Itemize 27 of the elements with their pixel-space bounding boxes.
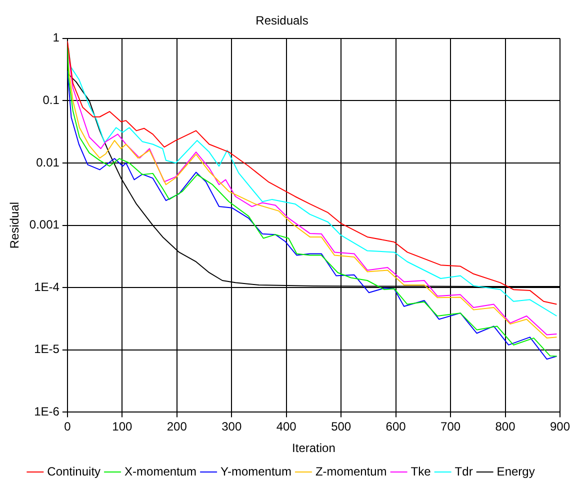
legend-label: Continuity <box>47 464 101 478</box>
y-tick-label: 1 <box>52 30 60 45</box>
chart-title: Residuals <box>256 14 308 28</box>
x-tick-label: 100 <box>112 420 132 434</box>
legend-label: X-momentum <box>124 464 197 478</box>
x-axis-title: Iteration <box>292 441 336 456</box>
x-tick-label: 800 <box>495 420 516 434</box>
y-axis-title: Residual <box>8 202 22 249</box>
x-tick-label: 200 <box>166 420 188 434</box>
x-tick-label: 500 <box>331 420 352 434</box>
y-tick-label: 0.1 <box>42 93 60 108</box>
x-tick-label: 700 <box>440 420 461 434</box>
y-tick-label: 0.01 <box>36 155 60 170</box>
y-tick-label: 1E-4 <box>34 280 60 294</box>
x-tick-label: 0 <box>64 420 72 434</box>
x-tick-label: 900 <box>550 420 570 434</box>
y-tick-label: 1E-6 <box>34 404 60 419</box>
legend-label: Z-momentum <box>315 464 387 478</box>
y-tick-label: 0.001 <box>29 218 60 232</box>
x-tick-label: 600 <box>386 420 406 434</box>
x-tick-label: 400 <box>276 420 297 434</box>
legend-label: Tke <box>410 464 432 478</box>
legend-label: Energy <box>496 464 535 478</box>
legend-label: Tdr <box>454 464 473 478</box>
y-tick-label: 1E-5 <box>34 342 60 356</box>
legend-label: Y-momentum <box>220 464 292 478</box>
x-tick-label: 300 <box>222 420 242 434</box>
